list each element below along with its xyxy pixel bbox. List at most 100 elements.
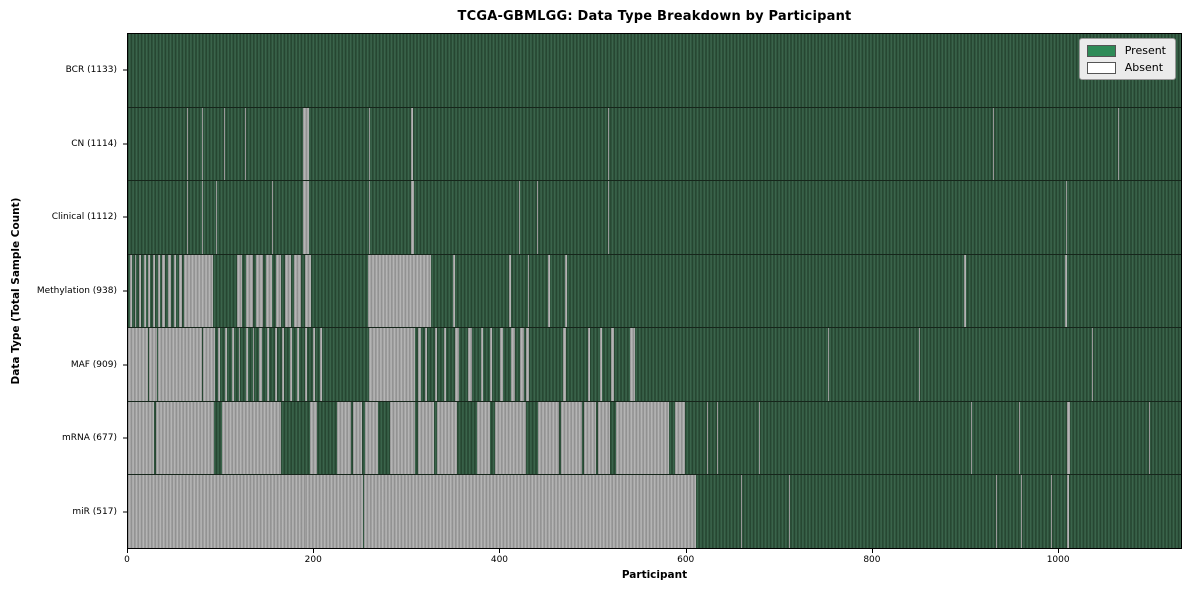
absent-segment xyxy=(232,328,234,401)
absent-segment xyxy=(216,181,218,254)
absent-segment xyxy=(443,328,446,401)
legend-label-present: Present xyxy=(1124,44,1166,57)
x-axis-label: Participant xyxy=(621,569,688,581)
absent-segment xyxy=(148,254,151,328)
x-tick-mark xyxy=(685,549,687,553)
y-tick-label: BCR (1133) xyxy=(65,64,117,75)
x-tick-label: 600 xyxy=(677,555,695,565)
absent-segment xyxy=(304,254,312,328)
absent-segment xyxy=(436,401,457,475)
absent-segment xyxy=(252,328,255,401)
absent-segment xyxy=(417,401,434,475)
absent-segment xyxy=(520,328,524,401)
absent-segment xyxy=(246,328,248,401)
x-tick-label: 200 xyxy=(304,555,322,565)
absent-segment xyxy=(1117,107,1119,181)
absent-segment xyxy=(1019,401,1021,475)
chart-title: TCGA-GBMLGG: Data Type Breakdown by Part… xyxy=(457,9,852,24)
absent-segment xyxy=(368,328,416,401)
y-tick-area: BCR (1133) CN (1114) Clinical (1112) Methyl… xyxy=(0,33,127,549)
absent-segment xyxy=(236,254,243,328)
absent-segment xyxy=(221,401,282,475)
absent-segment xyxy=(223,107,225,181)
absent-segment xyxy=(918,328,920,401)
absent-segment xyxy=(615,401,669,475)
absent-segment xyxy=(564,254,567,328)
absent-segment xyxy=(588,328,590,401)
absent-segment xyxy=(306,475,364,549)
y-tick-label: Clinical (1112) xyxy=(51,212,117,223)
absent-segment xyxy=(282,328,285,401)
x-tick-mark xyxy=(127,549,128,553)
absent-segment xyxy=(259,328,262,401)
absent-segment xyxy=(1065,181,1067,254)
absent-segment xyxy=(179,254,182,328)
absent-segment xyxy=(186,181,188,254)
absent-segment xyxy=(275,254,282,328)
x-tick-label: 1000 xyxy=(1046,555,1070,565)
absent-segment xyxy=(527,254,530,328)
absent-segment xyxy=(611,328,615,401)
absent-segment xyxy=(368,107,370,181)
absent-segment xyxy=(410,181,415,254)
absent-segment xyxy=(434,328,438,401)
absent-segment xyxy=(143,254,146,328)
absent-segment xyxy=(1064,254,1067,328)
absent-segment xyxy=(1091,328,1093,401)
absent-segment xyxy=(993,107,995,181)
absent-segment xyxy=(245,107,247,181)
absent-segment xyxy=(410,107,414,181)
absent-segment xyxy=(1066,401,1071,475)
plot-area: Present Absent xyxy=(127,33,1182,549)
absent-segment xyxy=(481,328,483,401)
absent-segment xyxy=(364,401,378,475)
row-CN xyxy=(128,107,1181,182)
absent-segment xyxy=(367,254,431,328)
y-tick-mark xyxy=(123,290,127,292)
absent-segment xyxy=(759,401,761,475)
x-tick-mark xyxy=(1058,549,1060,553)
absent-segment xyxy=(139,254,141,328)
absent-segment xyxy=(149,328,157,401)
absent-segment xyxy=(600,328,602,401)
y-tick-label: mRNA (677) xyxy=(62,433,117,444)
y-tick-label: Methylation (938) xyxy=(36,286,117,296)
legend-label-absent: Absent xyxy=(1124,61,1164,74)
y-tick-mark xyxy=(123,143,127,145)
absent-segment xyxy=(996,475,998,549)
absent-segment xyxy=(1050,475,1052,549)
absent-segment xyxy=(417,328,421,401)
absent-segment xyxy=(167,254,171,328)
absent-segment xyxy=(129,254,132,328)
absent-segment xyxy=(128,475,306,549)
absent-segment xyxy=(607,181,609,254)
y-tick-mark xyxy=(123,364,127,366)
absent-segment xyxy=(536,181,538,254)
legend-swatch-absent-icon xyxy=(1086,61,1116,74)
y-tick-mark xyxy=(123,69,127,71)
y-tick-mark xyxy=(123,216,127,218)
absent-segment xyxy=(1066,475,1069,549)
absent-segment xyxy=(519,181,521,254)
absent-segment xyxy=(1149,401,1151,475)
absent-segment xyxy=(274,328,277,401)
absent-segment xyxy=(390,401,416,475)
absent-segment xyxy=(289,328,292,401)
absent-segment xyxy=(1021,475,1023,549)
absent-segment xyxy=(598,401,611,475)
x-tick-area: 0 200 400 600 800 1000 xyxy=(124,549,1182,577)
absent-segment xyxy=(202,107,204,181)
x-tick-mark xyxy=(499,549,501,553)
row-miR xyxy=(128,475,1181,549)
absent-segment xyxy=(537,401,560,475)
absent-segment xyxy=(827,328,829,401)
absent-segment xyxy=(312,328,315,401)
absent-segment xyxy=(607,107,609,181)
absent-segment xyxy=(297,328,299,401)
y-tick-label: CN (1114) xyxy=(71,138,117,149)
absent-segment xyxy=(157,328,203,401)
x-tick-label: 400 xyxy=(490,555,509,565)
legend-item-absent: Absent xyxy=(1086,61,1166,74)
legend-item-present: Present xyxy=(1086,44,1166,57)
absent-segment xyxy=(202,181,204,254)
